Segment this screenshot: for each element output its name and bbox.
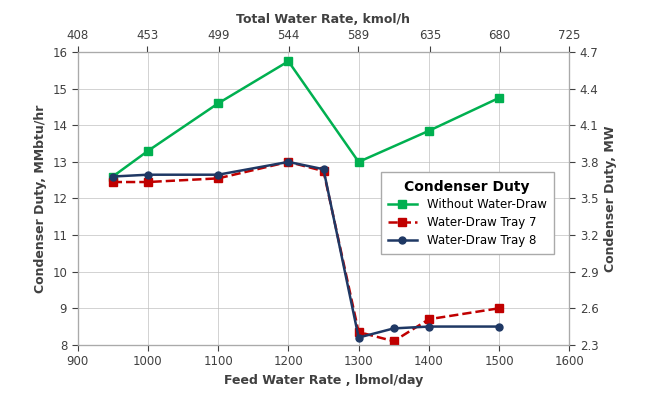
Water-Draw Tray 8 xyxy=(390,326,398,331)
Without Water-Draw xyxy=(144,148,152,153)
Water-Draw Tray 8 xyxy=(214,172,222,177)
X-axis label: Feed Water Rate , lbmol/day: Feed Water Rate , lbmol/day xyxy=(224,374,423,387)
Without Water-Draw xyxy=(425,128,433,133)
Line: Water-Draw Tray 8: Water-Draw Tray 8 xyxy=(109,158,503,341)
Water-Draw Tray 7 xyxy=(495,306,503,311)
Water-Draw Tray 7 xyxy=(285,160,292,164)
Legend: Without Water-Draw, Water-Draw Tray 7, Water-Draw Tray 8: Without Water-Draw, Water-Draw Tray 7, W… xyxy=(380,172,554,254)
Water-Draw Tray 8 xyxy=(425,324,433,329)
Water-Draw Tray 8 xyxy=(285,160,292,164)
Y-axis label: Condenser Duty, MW: Condenser Duty, MW xyxy=(604,125,617,272)
Water-Draw Tray 8 xyxy=(320,167,327,172)
Without Water-Draw xyxy=(285,59,292,64)
X-axis label: Total Water Rate, kmol/h: Total Water Rate, kmol/h xyxy=(237,13,410,26)
Without Water-Draw xyxy=(214,101,222,106)
Without Water-Draw xyxy=(355,160,362,164)
Water-Draw Tray 8 xyxy=(144,172,152,177)
Water-Draw Tray 7 xyxy=(355,330,362,334)
Line: Water-Draw Tray 7: Water-Draw Tray 7 xyxy=(109,158,503,345)
Without Water-Draw xyxy=(495,95,503,100)
Water-Draw Tray 7 xyxy=(425,317,433,322)
Line: Without Water-Draw: Without Water-Draw xyxy=(109,57,503,180)
Water-Draw Tray 7 xyxy=(109,180,116,184)
Water-Draw Tray 8 xyxy=(495,324,503,329)
Water-Draw Tray 7 xyxy=(390,339,398,344)
Water-Draw Tray 8 xyxy=(355,335,362,340)
Y-axis label: Condenser Duty, MMbtu/hr: Condenser Duty, MMbtu/hr xyxy=(34,104,47,293)
Water-Draw Tray 8 xyxy=(109,174,116,179)
Water-Draw Tray 7 xyxy=(320,169,327,174)
Water-Draw Tray 7 xyxy=(214,176,222,181)
Without Water-Draw xyxy=(109,174,116,179)
Water-Draw Tray 7 xyxy=(144,180,152,184)
